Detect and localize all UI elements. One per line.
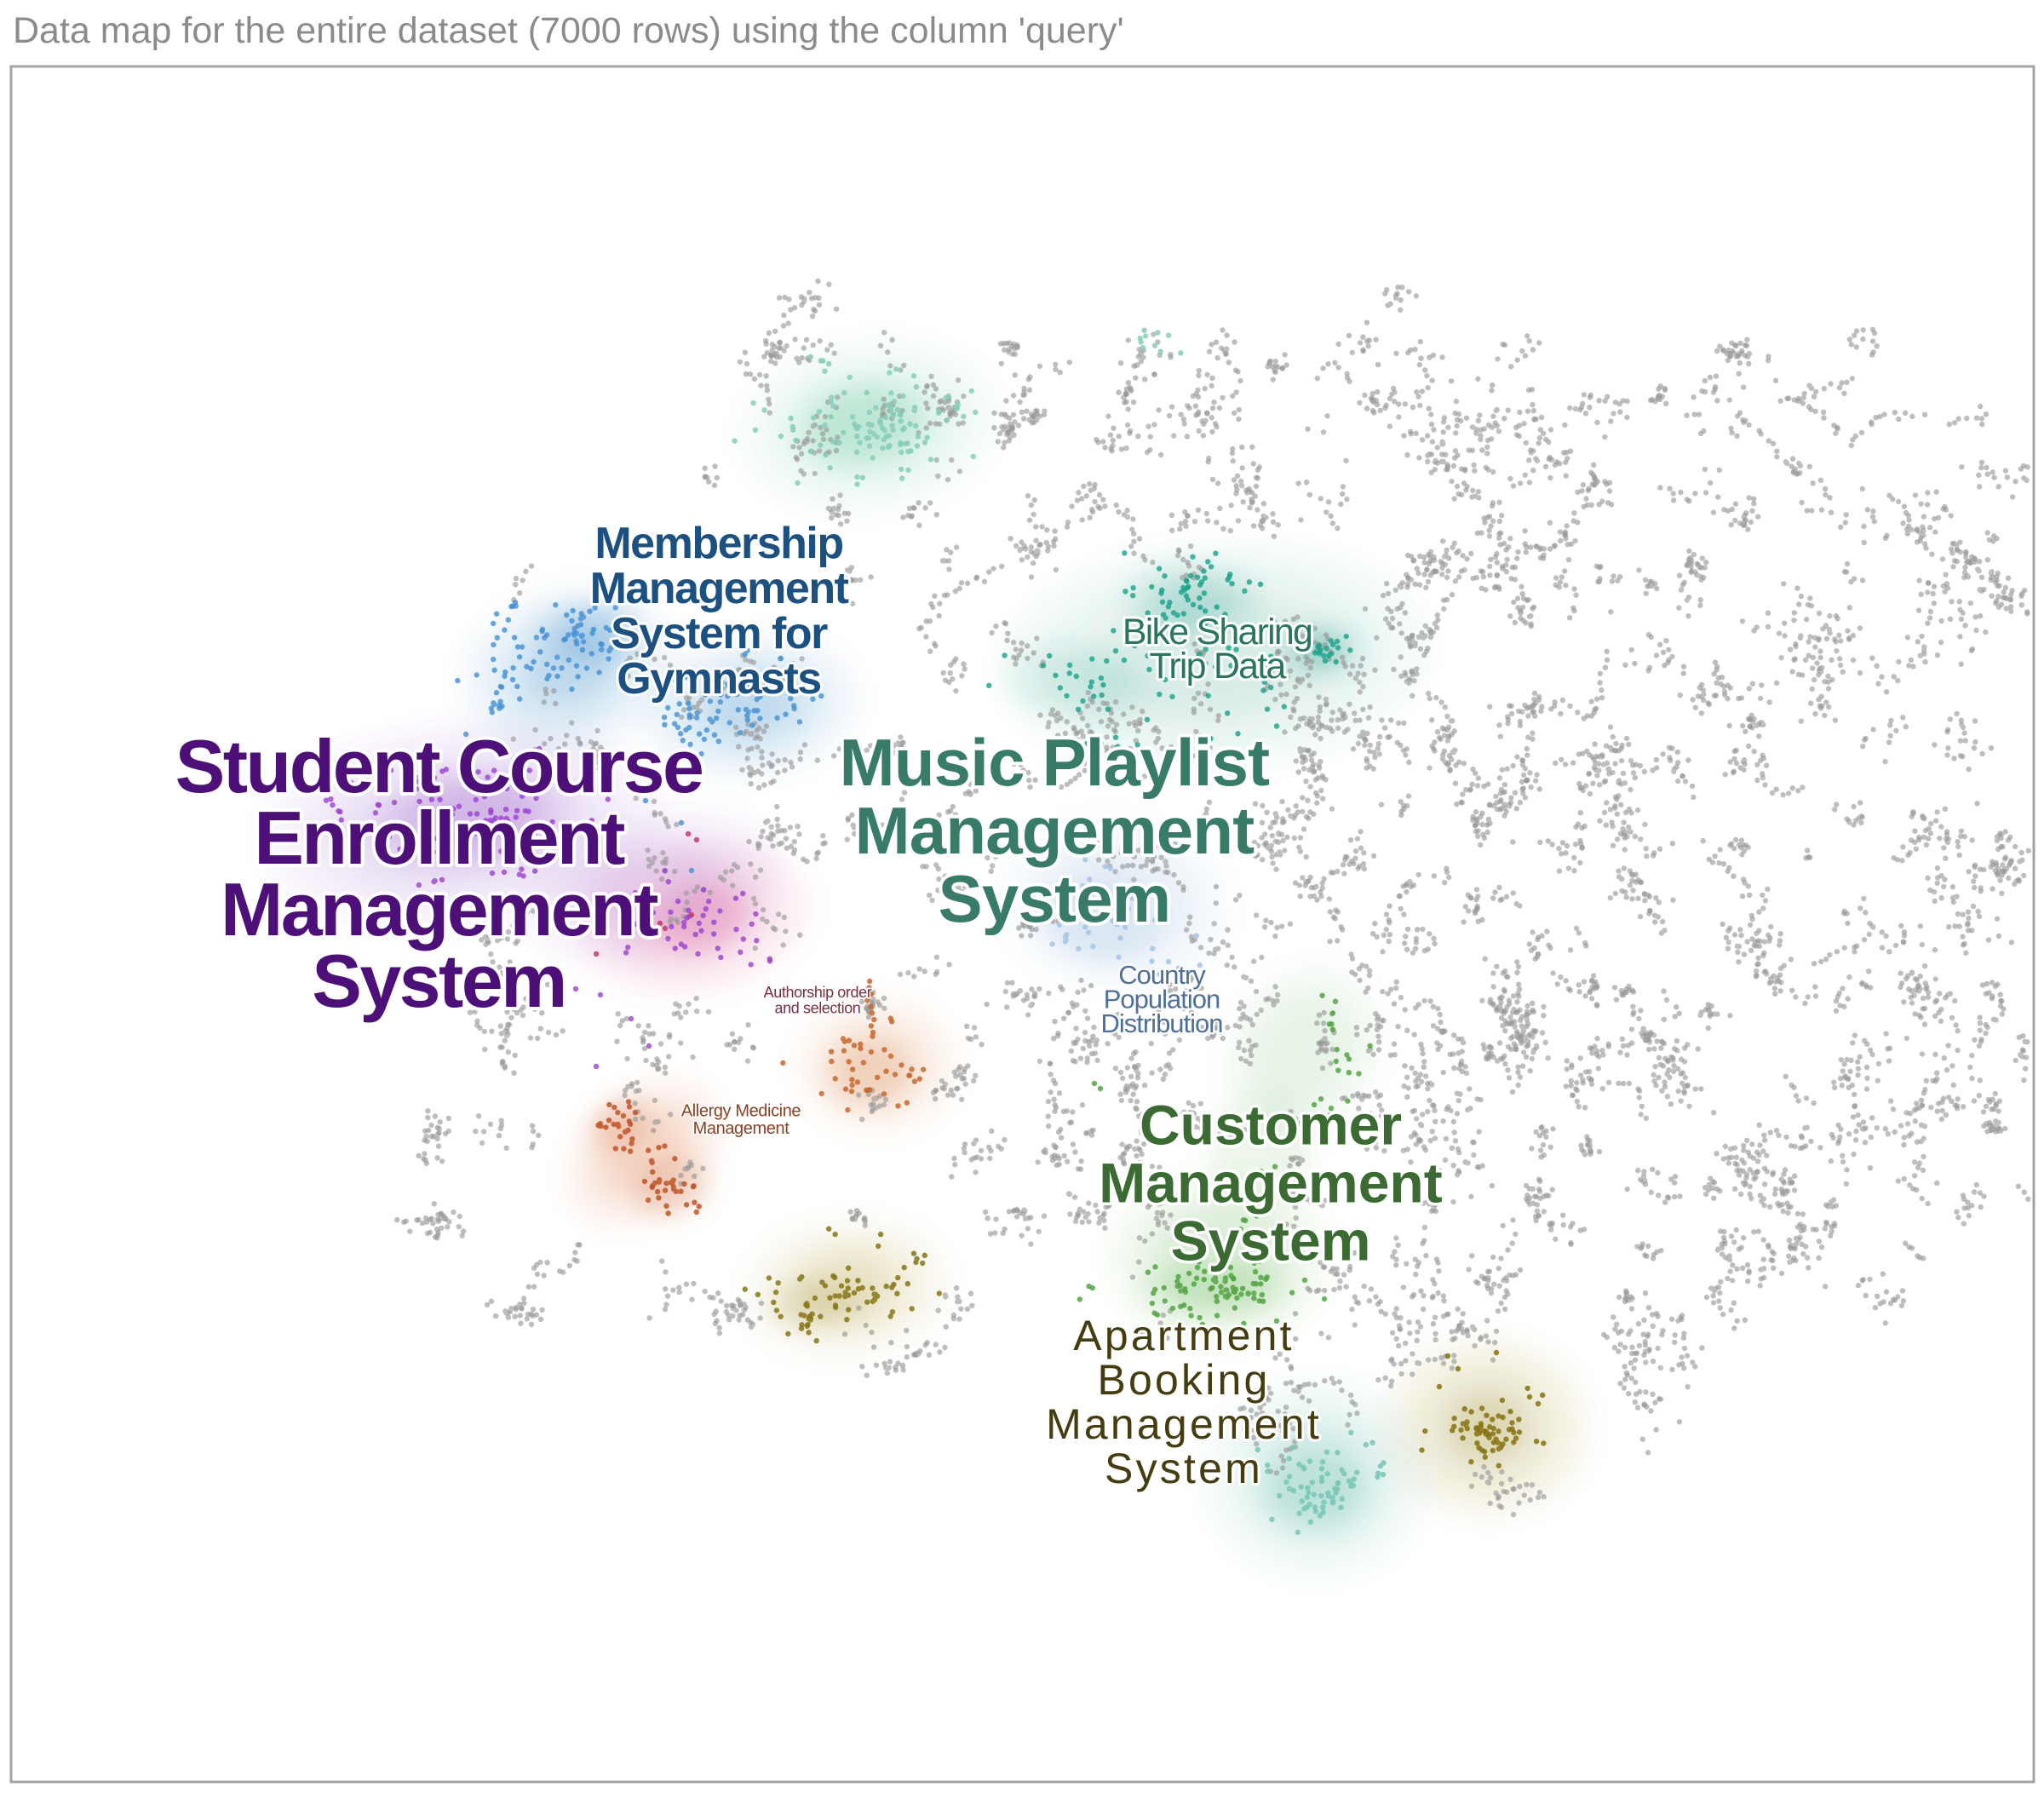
svg-text:Distribution: Distribution (1100, 1009, 1222, 1038)
svg-text:and selection: and selection (775, 999, 861, 1016)
svg-text:Management: Management (590, 564, 849, 613)
svg-text:Data map for the entire datase: Data map for the entire dataset (7000 ro… (13, 10, 1124, 51)
svg-text:Bike Sharing: Bike Sharing (1122, 612, 1312, 652)
svg-text:Trip Data: Trip Data (1149, 646, 1286, 687)
svg-text:System: System (939, 861, 1171, 936)
svg-text:Country: Country (1118, 960, 1206, 990)
svg-text:Population: Population (1104, 985, 1220, 1014)
svg-text:Gymnasts: Gymnasts (617, 654, 820, 704)
svg-text:System: System (312, 939, 565, 1023)
svg-text:Booking: Booking (1097, 1356, 1270, 1404)
svg-text:Management: Management (693, 1119, 790, 1138)
svg-text:Allergy Medicine: Allergy Medicine (681, 1101, 801, 1120)
svg-text:Management: Management (221, 867, 658, 951)
svg-text:Customer: Customer (1140, 1093, 1402, 1156)
svg-text:System for: System for (611, 609, 828, 658)
svg-text:Management: Management (1046, 1400, 1322, 1448)
svg-text:Management: Management (1099, 1151, 1442, 1214)
svg-text:System: System (1171, 1209, 1371, 1272)
svg-text:Membership: Membership (594, 519, 842, 568)
svg-text:Apartment: Apartment (1073, 1312, 1294, 1359)
svg-text:Management: Management (855, 793, 1255, 868)
svg-text:Enrollment: Enrollment (254, 796, 625, 880)
svg-text:Authorship order: Authorship order (764, 984, 872, 1001)
svg-text:Student Course: Student Course (175, 724, 703, 808)
svg-text:System: System (1105, 1445, 1263, 1492)
svg-text:Music Playlist: Music Playlist (840, 725, 1270, 800)
